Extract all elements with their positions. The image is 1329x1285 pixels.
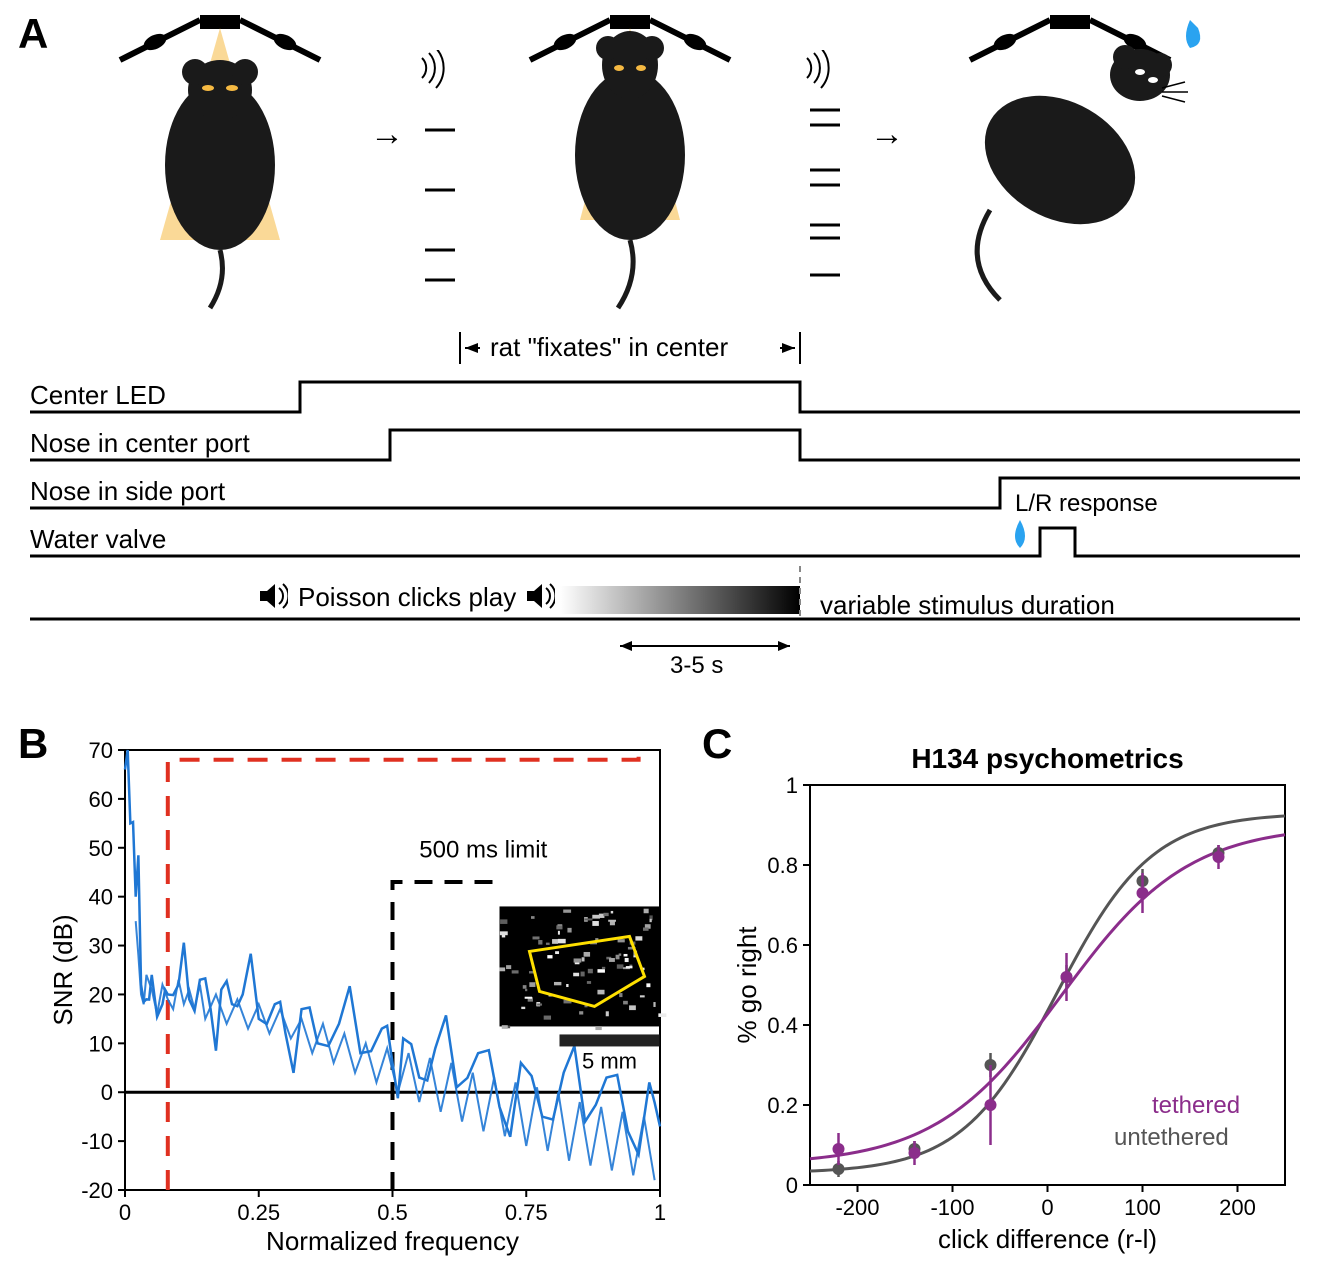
svg-text:0.5: 0.5 bbox=[377, 1200, 408, 1225]
fixate-label: rat "fixates" in center bbox=[490, 332, 728, 363]
speaker-icon bbox=[258, 582, 288, 612]
svg-text:10: 10 bbox=[89, 1031, 113, 1056]
clicks-right-1 bbox=[800, 50, 850, 310]
arrow-1: → bbox=[370, 115, 404, 154]
svg-text:SNR (dB): SNR (dB) bbox=[50, 914, 78, 1025]
panel-c: H134 psychometrics 0 0.2 0.4 0.6 0.8 1 -200 -100… bbox=[730, 740, 1300, 1260]
svg-text:1: 1 bbox=[786, 773, 798, 798]
svg-text:click difference (r-l): click difference (r-l) bbox=[938, 1224, 1157, 1254]
svg-text:untethered: untethered bbox=[1114, 1124, 1229, 1151]
svg-text:0.8: 0.8 bbox=[767, 853, 798, 878]
svg-text:-200: -200 bbox=[835, 1195, 879, 1220]
psychometrics-chart: H134 psychometrics 0 0.2 0.4 0.6 0.8 1 -200 -100… bbox=[730, 740, 1300, 1260]
rat-stage-2 bbox=[490, 10, 770, 310]
svg-text:30: 30 bbox=[89, 934, 113, 959]
svg-text:70: 70 bbox=[89, 740, 113, 763]
timing-diagram: rat "fixates" in center Center LED Nose … bbox=[30, 330, 1300, 674]
duration-window-label: 3-5 s bbox=[670, 652, 723, 680]
svg-text:50: 50 bbox=[89, 836, 113, 861]
panel-label-c: C bbox=[702, 720, 732, 768]
svg-text:1: 1 bbox=[654, 1200, 666, 1225]
panel-a: → bbox=[0, 0, 1329, 700]
variable-duration-label: variable stimulus duration bbox=[820, 590, 1115, 621]
svg-text:0.25: 0.25 bbox=[237, 1200, 280, 1225]
panel-b: -20 -10 0 10 20 30 40 50 60 70 0 0.25 0.5 0.75 1 500 ms… bbox=[50, 740, 670, 1260]
svg-text:0: 0 bbox=[786, 1173, 798, 1198]
svg-text:5 mm: 5 mm bbox=[582, 1048, 637, 1073]
svg-text:% go right: % go right bbox=[732, 926, 762, 1044]
speaker-icon-2 bbox=[525, 582, 555, 612]
svg-text:-20: -20 bbox=[81, 1178, 113, 1203]
lr-response-label: L/R response bbox=[1015, 490, 1158, 518]
rat-stage-3 bbox=[930, 10, 1210, 310]
svg-text:0: 0 bbox=[119, 1200, 131, 1225]
svg-text:0.6: 0.6 bbox=[767, 933, 798, 958]
svg-text:40: 40 bbox=[89, 885, 113, 910]
panel-label-b: B bbox=[18, 720, 48, 768]
svg-text:Normalized frequency: Normalized frequency bbox=[266, 1226, 519, 1256]
svg-text:0.75: 0.75 bbox=[505, 1200, 548, 1225]
arrow-2: → bbox=[870, 115, 904, 154]
svg-text:0: 0 bbox=[1041, 1195, 1053, 1220]
clicks-left-1 bbox=[415, 50, 465, 310]
water-drop-icon bbox=[1008, 520, 1032, 552]
svg-text:tethered: tethered bbox=[1152, 1092, 1240, 1119]
svg-text:0: 0 bbox=[101, 1080, 113, 1105]
svg-text:500 ms limit: 500 ms limit bbox=[419, 837, 547, 864]
svg-text:H134 psychometrics: H134 psychometrics bbox=[911, 743, 1183, 774]
svg-text:20: 20 bbox=[89, 982, 113, 1007]
poisson-label: Poisson clicks play bbox=[298, 582, 516, 613]
rat-stage-1 bbox=[80, 10, 360, 310]
svg-text:60: 60 bbox=[89, 787, 113, 812]
svg-text:-10: -10 bbox=[81, 1129, 113, 1154]
svg-text:200: 200 bbox=[1219, 1195, 1256, 1220]
snr-chart: -20 -10 0 10 20 30 40 50 60 70 0 0.25 0.5 0.75 1 500 ms… bbox=[50, 740, 670, 1260]
svg-text:0.2: 0.2 bbox=[767, 1093, 798, 1118]
svg-text:100: 100 bbox=[1124, 1195, 1161, 1220]
svg-text:0.4: 0.4 bbox=[767, 1013, 798, 1038]
svg-text:-100: -100 bbox=[930, 1195, 974, 1220]
